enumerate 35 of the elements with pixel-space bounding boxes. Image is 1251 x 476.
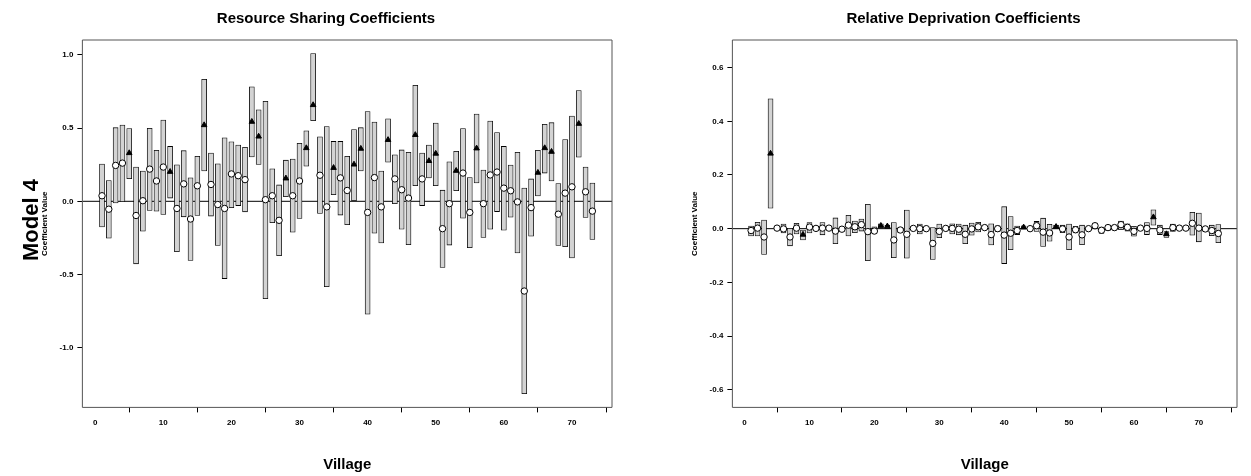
y-axis-title: Coefficient Value xyxy=(690,190,699,256)
y-tick-label: -0.4 xyxy=(709,331,724,341)
x-tick-label: 10 xyxy=(158,418,169,428)
y-tick-label: 0.5 xyxy=(62,123,74,133)
chart-title: Relative Deprivation Coefficients xyxy=(846,9,1081,27)
y-tick-label: 0.6 xyxy=(712,62,724,72)
x-tick-label: 60 xyxy=(499,418,509,428)
x-tick-label: 70 xyxy=(1194,418,1204,428)
x-tick-label: 70 xyxy=(567,418,577,428)
y-tick-label: 0.2 xyxy=(712,170,724,180)
x-tick-label: 40 xyxy=(363,418,373,428)
y-tick-label: 1.0 xyxy=(62,50,74,60)
x-tick-label: 30 xyxy=(295,418,305,428)
x-tick-label: 20 xyxy=(226,418,237,428)
y-tick-label: 0.4 xyxy=(712,116,724,126)
x-axis-title: Village xyxy=(323,455,372,473)
x-tick-label: 50 xyxy=(1064,418,1075,428)
y-tick-label: 0.0 xyxy=(712,223,724,233)
x-tick-label: 60 xyxy=(1129,418,1139,428)
x-axis-title: Village xyxy=(960,455,1009,473)
y-tick-label: -0.6 xyxy=(709,384,724,394)
x-tick-label: 40 xyxy=(999,418,1010,428)
x-tick-label: 30 xyxy=(934,418,945,428)
y-tick-label: -1.0 xyxy=(59,342,74,352)
chart-title: Resource Sharing Coefficients xyxy=(216,9,436,27)
y-tick-label: -0.2 xyxy=(709,277,724,287)
y-tick-label: -0.5 xyxy=(59,269,74,279)
x-tick-label: 0 xyxy=(742,418,748,428)
y-tick-label: 0.0 xyxy=(62,196,74,206)
y-axis-title: Coefficient Value xyxy=(40,190,49,256)
x-tick-label: 10 xyxy=(805,418,815,428)
x-tick-label: 0 xyxy=(92,418,98,428)
x-tick-label: 50 xyxy=(431,418,441,428)
x-tick-label: 20 xyxy=(869,418,880,428)
text: Model 4 xyxy=(17,179,43,261)
